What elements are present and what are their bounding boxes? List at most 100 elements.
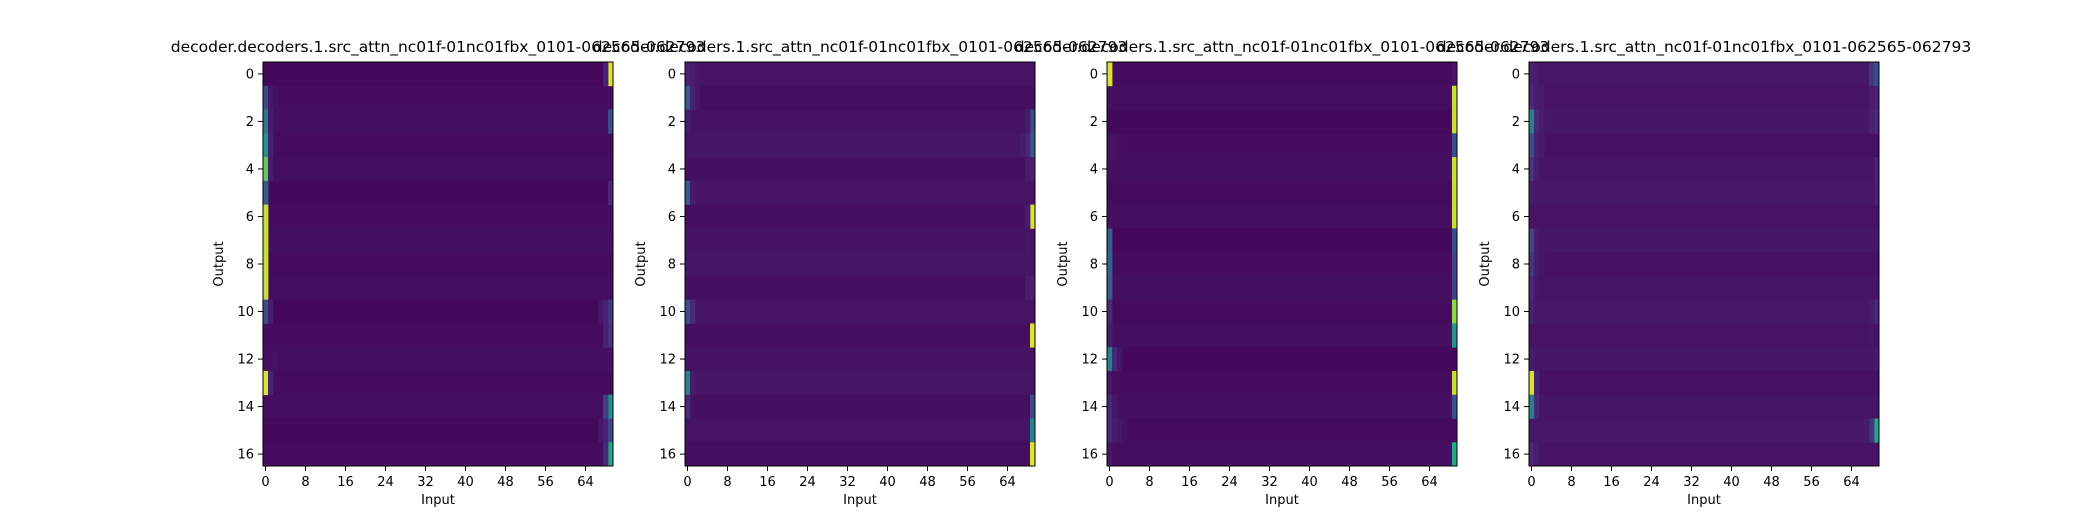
heatmap-cell [1452, 228, 1458, 253]
heatmap-cell [685, 62, 691, 87]
heatmap-row [1107, 157, 1457, 181]
heatmap-row [263, 347, 613, 371]
heatmap-cell [1874, 85, 1880, 110]
heatmap-cell [1452, 62, 1458, 87]
heatmap-row [1529, 85, 1879, 110]
heatmap-cell [263, 299, 269, 324]
heatmap-cell [1025, 228, 1031, 253]
heatmap-cell [1529, 442, 1535, 467]
y-tick-label: 0 [1512, 67, 1520, 82]
heatmap-cell [608, 394, 614, 419]
heatmap-cell [690, 180, 696, 205]
heatmap-cell [685, 299, 691, 324]
heatmap-row [1529, 442, 1879, 466]
y-tick-label: 2 [246, 115, 254, 130]
heatmap-row [263, 157, 613, 181]
heatmap-cell [608, 323, 614, 348]
heatmap-cell [1107, 133, 1113, 158]
heatmap-cell [263, 109, 269, 134]
y-tick-label: 10 [659, 305, 676, 320]
y-tick-label: 4 [1512, 162, 1520, 177]
heatmap-row [263, 133, 613, 158]
heatmap-row [685, 133, 1035, 158]
heatmap-cell [1112, 133, 1118, 158]
y-tick-label: 2 [1090, 115, 1098, 130]
x-tick-label: 24 [1221, 475, 1238, 490]
heatmap-cell [1539, 62, 1545, 87]
x-tick-label: 8 [1567, 475, 1575, 490]
heatmap-row [685, 228, 1035, 253]
heatmap-cell [1529, 347, 1535, 372]
heatmap-row [685, 418, 1035, 443]
heatmap-row [1529, 109, 1879, 134]
heatmap-cell [1107, 370, 1113, 396]
heatmap-row [1529, 394, 1879, 419]
heatmap-cell [1107, 228, 1113, 253]
x-tick-label: 16 [1181, 475, 1198, 490]
heatmap-row [1529, 370, 1879, 395]
y-tick-label: 10 [1081, 305, 1098, 320]
heatmap-row [685, 252, 1035, 276]
y-tick-label: 4 [246, 162, 254, 177]
heatmap-cell [1117, 418, 1123, 443]
heatmap-cell [1534, 157, 1540, 182]
heatmap-row [263, 370, 613, 395]
heatmap-row [685, 85, 1035, 110]
x-tick-label: 24 [799, 475, 816, 490]
heatmap-cell [268, 347, 274, 372]
heatmap-cell [263, 370, 269, 396]
heatmap-row [685, 370, 1035, 395]
heatmap-row [263, 394, 613, 419]
heatmap-cell [1529, 157, 1535, 182]
heatmap-cell [1529, 252, 1535, 277]
y-tick-label: 14 [237, 400, 254, 415]
heatmap-cell [1030, 323, 1036, 348]
heatmap-cell [263, 204, 269, 229]
heatmap-row [263, 228, 613, 253]
x-tick-label: 64 [577, 475, 594, 490]
heatmap-cell [1030, 157, 1036, 182]
y-tick-label: 6 [668, 210, 676, 225]
x-axis-label: Input [421, 493, 455, 508]
heatmap-row [263, 85, 613, 110]
heatmap-cell [1869, 85, 1875, 110]
heatmap-cell [690, 370, 696, 396]
heatmap-cell [1874, 347, 1880, 372]
heatmap-cell [1874, 418, 1880, 443]
y-axis-label: Output [1056, 241, 1071, 286]
heatmap-cell [1025, 252, 1031, 277]
heatmap-cell [1874, 62, 1880, 87]
heatmap-cell [1534, 109, 1540, 134]
x-tick-label: 56 [959, 475, 976, 490]
heatmap-cell [1107, 442, 1113, 467]
heatmap-row [1529, 180, 1879, 205]
x-tick-label: 32 [1261, 475, 1278, 490]
y-axis-label: Output [212, 241, 227, 286]
y-axis-label: Output [1478, 241, 1493, 286]
heatmap-cell [1534, 62, 1540, 87]
heatmap-cell [1534, 252, 1540, 277]
heatmap-cell [1869, 323, 1875, 348]
y-tick-label: 4 [1090, 162, 1098, 177]
heatmap-cell [603, 62, 609, 87]
heatmap-cell [1452, 252, 1458, 277]
heatmap-cell [685, 370, 691, 396]
x-tick-label: 48 [1341, 475, 1358, 490]
heatmap-cell [268, 157, 274, 182]
heatmap-cell [1107, 347, 1113, 372]
heatmap-cell [1025, 157, 1031, 182]
y-tick-label: 12 [1081, 353, 1098, 368]
y-tick-label: 16 [1503, 448, 1520, 463]
heatmap-cell [603, 418, 609, 443]
heatmap-row [1107, 109, 1457, 134]
x-tick-label: 0 [1527, 475, 1535, 490]
y-tick-label: 6 [1512, 210, 1520, 225]
heatmap-cell [1529, 394, 1535, 419]
heatmap-row [1107, 418, 1457, 443]
x-tick-label: 32 [839, 475, 856, 490]
x-tick-label: 0 [1105, 475, 1113, 490]
y-tick-label: 14 [1503, 400, 1520, 415]
heatmap-cell [1869, 109, 1875, 134]
heatmap-cell [1869, 62, 1875, 87]
